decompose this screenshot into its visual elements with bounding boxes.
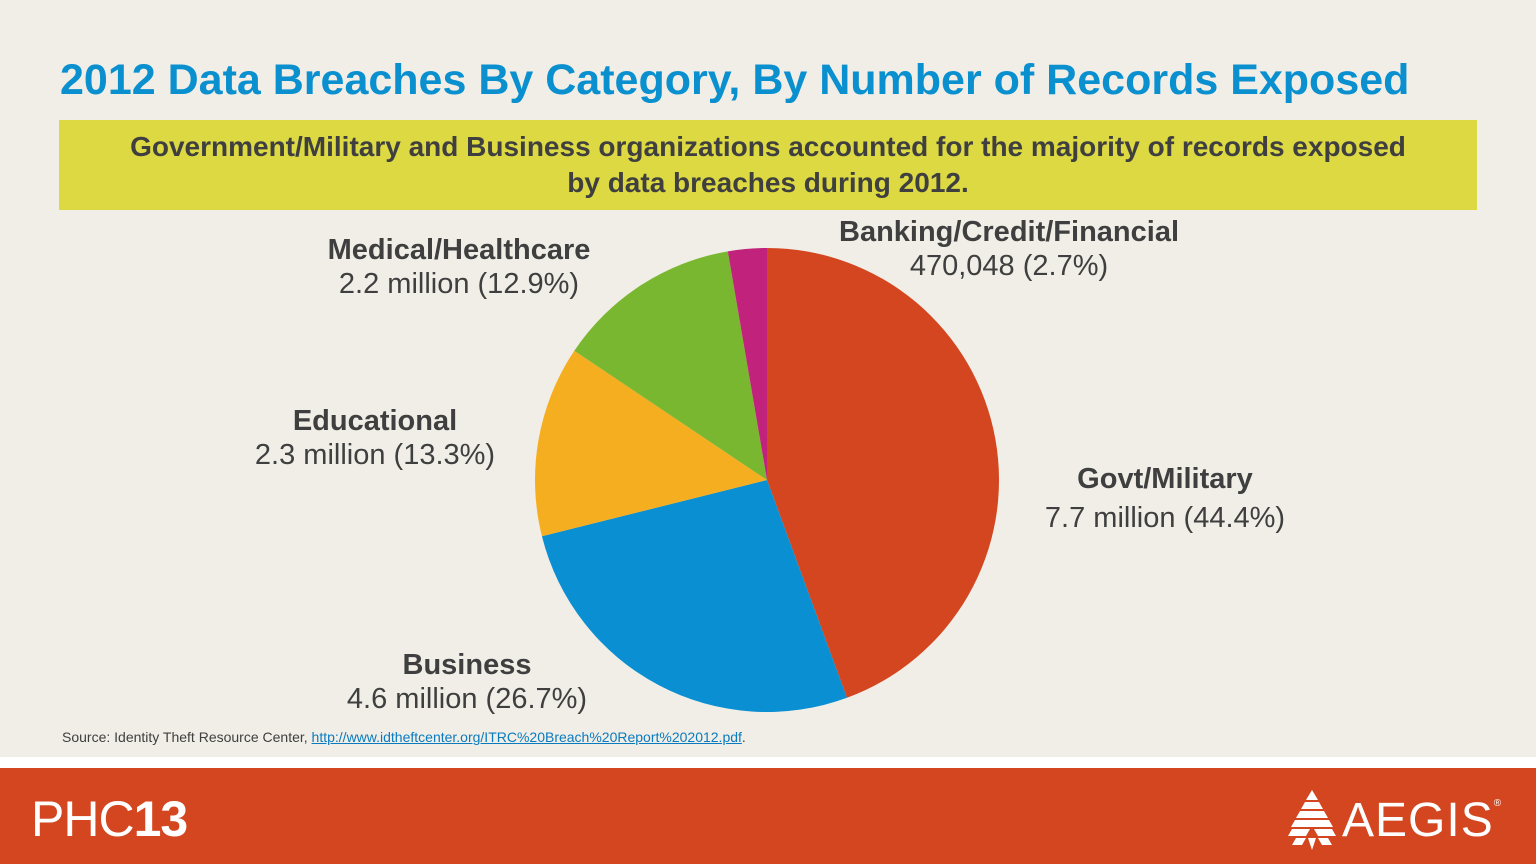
label-banking-credit-financial: Banking/Credit/Financial 470,048 (2.7%) — [839, 215, 1179, 283]
divider-strip — [0, 757, 1536, 768]
pie-slice-govt-military — [767, 248, 999, 698]
pie-slice-banking-credit-financial — [727, 248, 767, 480]
label-value: 470,048 (2.7%) — [909, 250, 1109, 282]
label-name: Banking/Credit/Financial — [839, 216, 1179, 248]
source-suffix: . — [741, 729, 746, 745]
label-medical-healthcare: Medical/Healthcare 2.2 million (12.9%) — [328, 233, 591, 301]
label-name: Govt/Military — [1077, 463, 1253, 495]
aegis-pyramid-icon — [1288, 790, 1336, 850]
pie-chart — [534, 248, 999, 713]
label-value: 2.3 million (13.3%) — [254, 439, 496, 471]
label-business: Business 4.6 million (26.7%) — [347, 648, 587, 716]
label-govt-military: Govt/Military 7.7 million (44.4%) — [1045, 462, 1285, 535]
label-educational: Educational 2.3 million (13.3%) — [255, 404, 495, 472]
subtitle-banner: Government/Military and Business organiz… — [59, 120, 1477, 210]
pie-slice-medical-healthcare — [574, 251, 767, 480]
label-value: 4.6 million (26.7%) — [346, 683, 588, 715]
registered-mark: ® — [1493, 798, 1502, 809]
source-note: Source: Identity Theft Resource Center, … — [62, 729, 746, 745]
subtitle-text: Government/Military and Business organiz… — [130, 131, 1406, 198]
label-name: Business — [402, 649, 532, 681]
source-link[interactable]: http://www.idtheftcenter.org/ITRC%20Brea… — [311, 729, 742, 745]
footer-bar: PHC13 AEGIS ® — [0, 768, 1536, 864]
phc-number: 13 — [133, 791, 189, 847]
phc-text: PHC — [31, 791, 135, 847]
pie-slice-educational — [534, 350, 767, 537]
label-value: 2.2 million (12.9%) — [338, 268, 580, 300]
label-name: Medical/Healthcare — [327, 234, 591, 266]
pie-slice-business — [541, 480, 847, 713]
label-value: 7.7 million (44.4%) — [1044, 502, 1286, 534]
label-name: Educational — [292, 405, 458, 437]
phc13-logo: PHC13 — [31, 790, 189, 848]
slide-title: 2012 Data Breaches By Category, By Numbe… — [60, 56, 1410, 104]
aegis-logo: AEGIS ® — [1286, 788, 1501, 852]
source-prefix: Source: Identity Theft Resource Center, — [62, 729, 312, 745]
aegis-wordmark: AEGIS — [1342, 793, 1494, 847]
